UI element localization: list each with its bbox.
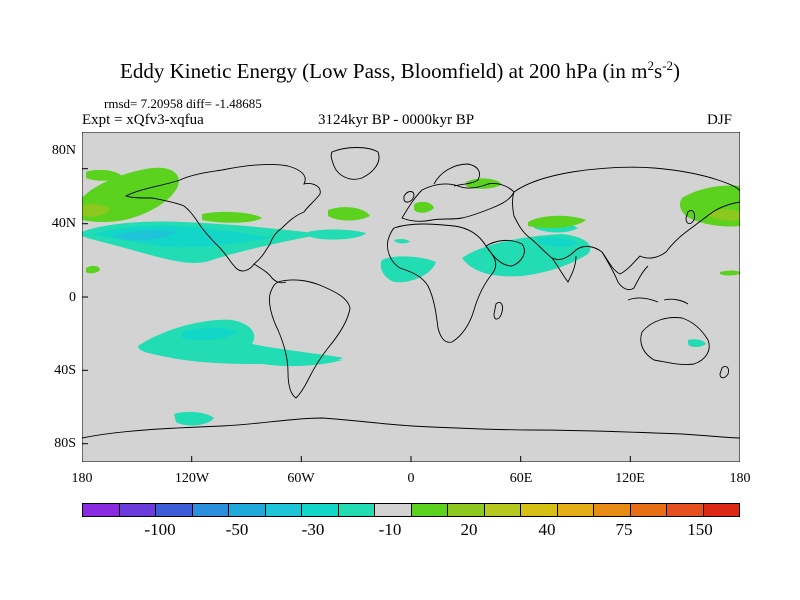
anomaly-region-north-pacific-coast [86, 169, 122, 181]
coastline-india [551, 255, 577, 283]
axis-ticks [82, 168, 631, 462]
colorbar-cell-2 [156, 504, 193, 516]
title-middle: s [653, 59, 663, 83]
page-title: Eddy Kinetic Energy (Low Pass, Bloomfiel… [0, 58, 800, 84]
colorbar-cell-10 [448, 504, 485, 516]
colorbar-label-minus-10: -10 [378, 520, 402, 539]
colorbar [82, 503, 740, 517]
y-tick-0: 0 [69, 290, 76, 305]
x-tick-120e: 120E [615, 471, 645, 486]
experiment-label: Expt = xQfv3-xqfua [82, 112, 204, 128]
colorbar-label-40: 40 [538, 520, 556, 539]
x-tick-120w: 120W [174, 471, 210, 486]
anomaly-region-north-pacific-core [82, 203, 110, 217]
colorbar-cell-13 [557, 504, 594, 516]
anomaly-region-north-pacific-east [202, 211, 262, 223]
y-tick-80n: 80N [51, 143, 76, 158]
anomaly-region-central-asia [528, 215, 586, 228]
x-tick-0: 0 [407, 471, 415, 486]
anomaly-region-southern-ocean [174, 411, 214, 426]
anomaly-region-south-pacific-core [182, 327, 237, 340]
season-label: DJF [706, 112, 732, 128]
colorbar-label-20: 20 [460, 520, 478, 539]
colorbar-cell-0 [83, 504, 120, 516]
x-tick-180-right: 180 [729, 471, 751, 486]
anomaly-region-south-atlantic [262, 355, 342, 367]
colorbar-label-75: 75 [615, 520, 633, 539]
coastline-australia [640, 317, 710, 365]
statistics-label: rmsd= 7.20958 diff= -1.48685 [104, 96, 262, 111]
anomaly-region-pacific-small [720, 270, 740, 276]
colorbar-cell-6 [302, 504, 339, 516]
colorbar-cell-16 [667, 504, 704, 516]
anomaly-region-subtropical-pacific-strong [112, 230, 177, 241]
coastline-north-america [124, 163, 321, 272]
x-tick-60e: 60E [509, 471, 533, 486]
coastline-southeast-asia [601, 251, 649, 291]
coastline-africa [387, 223, 497, 343]
coastline-south-america [269, 279, 351, 399]
y-tick-80s: 80S [54, 436, 76, 451]
colorbar-cell-17 [703, 504, 739, 516]
coastline-scandinavia [433, 163, 480, 187]
colorbar-cell-8 [375, 504, 412, 516]
anomaly-region-arabia-core [538, 237, 578, 247]
colorbar-cell-7 [338, 504, 375, 516]
anomaly-region-scandinavia [466, 178, 502, 189]
coastline-antarctica [82, 417, 740, 439]
y-tick-40n: 40N [51, 216, 76, 231]
colorbar-cell-3 [192, 504, 229, 516]
anomaly-region-north-africa [380, 256, 436, 283]
anomaly-region-nw-pacific-core [708, 209, 740, 221]
coastline-uk [403, 191, 415, 203]
world-map [82, 132, 740, 462]
coastline-arabia [485, 239, 525, 267]
title-main: Eddy Kinetic Energy (Low Pass, Bloomfiel… [120, 59, 648, 83]
title-superscript-2: -2 [662, 58, 673, 73]
colorbar-cell-1 [119, 504, 156, 516]
anomaly-region-australia [688, 339, 706, 347]
coastline-japan [685, 209, 695, 225]
colorbar-cell-14 [594, 504, 631, 516]
anomaly-region-subtropical-pacific-core [92, 225, 272, 248]
colorbar-label-150: 150 [687, 520, 713, 539]
colorbar-label-minus-50: -50 [225, 520, 249, 539]
anomaly-region-atlantic [308, 229, 366, 240]
coastline-indonesia [627, 297, 689, 305]
colorbar-cell-11 [484, 504, 521, 516]
coastlines [82, 147, 740, 439]
map-background [82, 132, 740, 462]
colorbar-cell-12 [521, 504, 558, 516]
anomaly-region-north-atlantic [328, 207, 370, 221]
colorbar-cell-9 [411, 504, 448, 516]
period-label: 3124kyr BP - 0000kyr BP [318, 112, 475, 128]
x-tick-60w: 60W [287, 471, 315, 486]
anomaly-shading [82, 167, 740, 426]
colorbar-label-minus-100: -100 [144, 520, 176, 539]
coastline-asia [512, 166, 740, 275]
coastline-greenland [330, 147, 380, 180]
anomaly-region-mediterranean [414, 201, 434, 213]
coastline-madagascar [493, 301, 503, 320]
colorbar-cell-15 [630, 504, 667, 516]
anomaly-region-atlantic-small [394, 238, 410, 244]
colorbar-cell-5 [265, 504, 302, 516]
coastline-central-america [253, 263, 287, 284]
title-superscript-1: 2 [647, 58, 654, 73]
y-tick-40s: 40S [54, 363, 76, 378]
colorbar-cell-4 [229, 504, 266, 516]
anomaly-region-west-pacific-small [86, 265, 100, 274]
title-end: ) [672, 59, 680, 83]
colorbar-label-minus-30: -30 [301, 520, 325, 539]
coastline-new-zealand [719, 365, 729, 379]
x-tick-180-left: 180 [71, 471, 93, 486]
